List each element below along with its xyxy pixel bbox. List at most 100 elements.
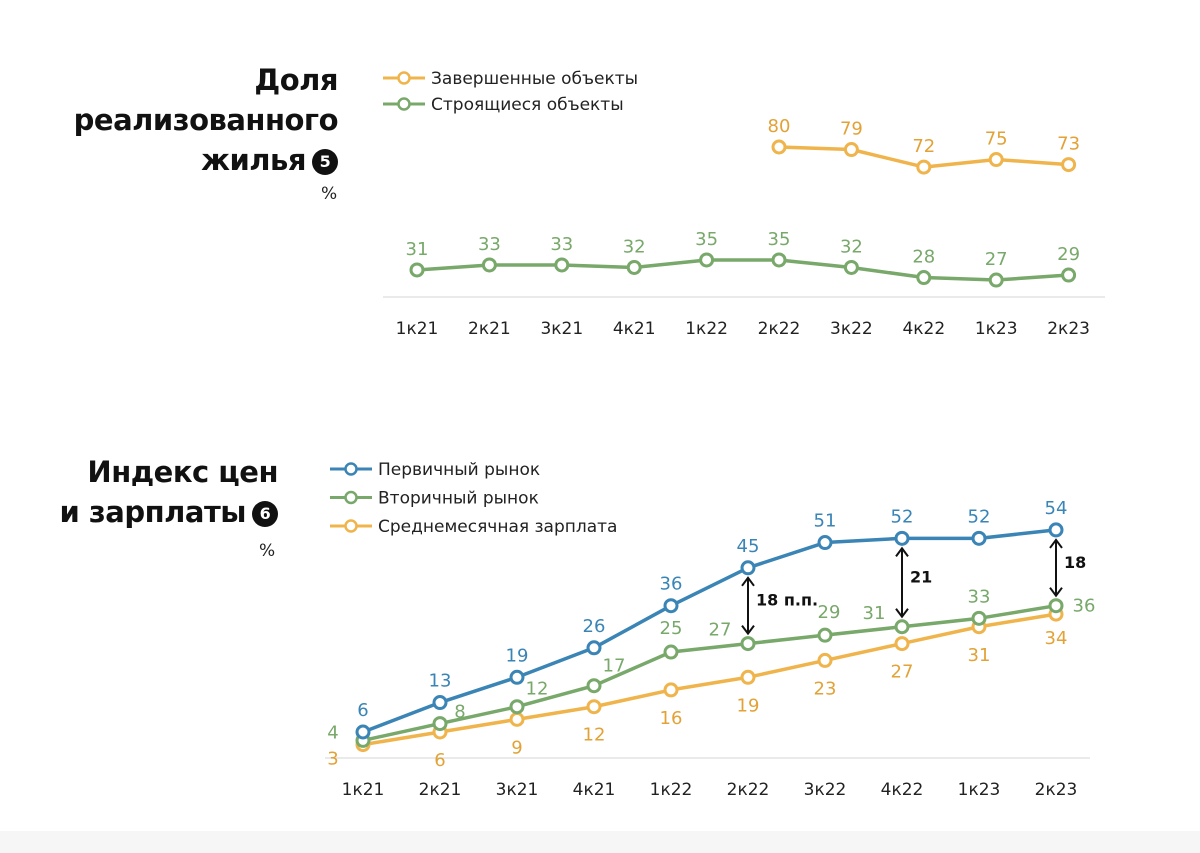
chart2-title-line1: Индекс цен	[87, 455, 278, 489]
chart2-series-line	[362, 612, 1057, 747]
chart2-data-point	[971, 610, 987, 626]
chart2-data-point	[894, 530, 910, 546]
chart2-data-label: 9	[511, 737, 522, 758]
chart2-data-point	[509, 711, 525, 727]
chart2-data-label: 8	[454, 702, 465, 723]
chart2-data-label: 25	[660, 618, 683, 639]
chart2-data-point	[586, 640, 602, 656]
chart1-data-point	[988, 272, 1004, 288]
chart2-gap-label: 21	[910, 568, 932, 587]
chart2-data-point	[817, 627, 833, 643]
chart1-data-label: 29	[1057, 244, 1080, 265]
chart1-data-point	[699, 252, 715, 268]
chart1-data-label: 27	[985, 249, 1008, 270]
chart1-data-point	[1061, 267, 1077, 283]
chart1-x-tick-label: 1к22	[685, 319, 728, 339]
chart1-title: Доля реализованного жилья 5	[38, 60, 339, 180]
chart1-data-label: 32	[840, 236, 863, 257]
chart2-badge: 6	[252, 501, 278, 527]
chart2-data-point	[740, 636, 756, 652]
chart1-data-point	[1061, 157, 1077, 173]
chart2-legend-marker	[344, 462, 358, 476]
chart1-title-text: Доля реализованного жилья	[73, 63, 339, 177]
chart2-data-label: 16	[660, 708, 683, 729]
chart1-data-point	[771, 139, 787, 155]
chart2-data-point	[586, 699, 602, 715]
chart2-data-label: 3	[327, 749, 338, 770]
chart1-x-tick-label: 1к21	[396, 319, 439, 339]
chart2-data-label: 51	[814, 511, 837, 532]
chart1-data-point	[771, 252, 787, 268]
chart2-data-label: 29	[818, 602, 841, 623]
chart2-data-point	[355, 724, 371, 740]
chart2-data-label: 31	[863, 603, 886, 624]
chart1-unit: %	[321, 184, 338, 204]
chart2-x-tick-label: 1к21	[342, 780, 385, 800]
chart1-data-point	[481, 257, 497, 273]
chart2-x-tick-label: 3к22	[804, 780, 847, 800]
chart1-legend-marker	[397, 97, 411, 111]
chart2-data-point	[1048, 522, 1064, 538]
chart1-data-label: 28	[912, 247, 935, 268]
chart2-gap-arrowheads	[895, 546, 909, 619]
chart2-series-line	[362, 603, 1057, 743]
chart2-data-label: 45	[737, 536, 760, 557]
chart2-data-point	[894, 619, 910, 635]
chart2-data-label: 4	[327, 722, 338, 743]
chart2-data-label: 23	[814, 678, 837, 699]
chart2-legend-marker	[344, 490, 358, 505]
chart1-x-tick-label: 4к21	[613, 319, 656, 339]
chart2-data-label: 19	[506, 645, 529, 666]
chart2-data-point	[432, 695, 448, 711]
chart1-data-point	[988, 152, 1004, 168]
chart2-data-label: 6	[357, 700, 368, 721]
chart2-data-label: 31	[968, 645, 991, 666]
chart2-data-label: 27	[709, 620, 732, 641]
chart2-data-point	[509, 669, 525, 685]
chart2-gap-arrowheads	[1049, 538, 1063, 598]
chart1-data-label: 73	[1057, 134, 1080, 155]
chart1-x-tick-label: 4к22	[902, 319, 945, 339]
chart2-data-label: 54	[1045, 498, 1068, 519]
chart2-data-point	[740, 669, 756, 685]
chart2-legend-label: Среднемесячная зарплата	[378, 517, 617, 537]
chart2-data-label: 13	[429, 671, 452, 692]
chart2-data-point	[586, 678, 602, 694]
chart2-data-label: 12	[583, 725, 606, 746]
chart2-data-label: 36	[660, 574, 683, 595]
chart1-x-tick-label: 2к22	[758, 319, 801, 339]
chart2-data-label: 19	[737, 695, 760, 716]
chart2-legend-marker	[344, 519, 358, 533]
chart2-data-point	[509, 699, 525, 715]
chart1-legend-label: Строящиеся объекты	[431, 95, 624, 115]
chart1-badge: 5	[312, 149, 338, 175]
chart1-x-tick-label: 2к21	[468, 319, 511, 339]
chart2-data-label: 27	[891, 662, 914, 683]
chart1-data-point	[554, 257, 570, 273]
chart2-data-label: 33	[968, 586, 991, 607]
chart1-data-label: 31	[406, 239, 429, 260]
chart1-data-label: 75	[985, 129, 1008, 150]
chart2-x-tick-label: 1к22	[650, 780, 693, 800]
chart2-x-tick-label: 4к22	[881, 780, 924, 800]
chart2-x-tick-label: 2к21	[419, 780, 462, 800]
chart1-data-point	[843, 259, 859, 275]
chart2-data-label: 34	[1045, 628, 1068, 649]
chart2-data-point	[894, 636, 910, 652]
chart1-x-tick-label: 2к23	[1047, 319, 1090, 339]
chart1-x-tick-label: 3к21	[540, 319, 583, 339]
chart2-x-tick-label: 4к21	[573, 780, 616, 800]
chart1-data-point	[916, 270, 932, 286]
chart1-data-point	[843, 142, 859, 158]
chart1-series-line	[416, 258, 1069, 282]
chart2-data-point	[663, 644, 679, 660]
chart1-data-label: 79	[840, 119, 863, 140]
chart2-legend-label: Первичный рынок	[378, 460, 540, 480]
chart1-data-label: 35	[768, 229, 791, 250]
chart1-x-tick-label: 1к23	[975, 319, 1018, 339]
chart1-data-label: 72	[912, 136, 935, 157]
chart2-x-tick-label: 1к23	[958, 780, 1001, 800]
chart2-title: Индекс цен и зарплаты 6	[18, 452, 279, 532]
chart2-gap-label: 18 п.п.	[756, 591, 818, 610]
chart2-series-line	[362, 528, 1057, 734]
